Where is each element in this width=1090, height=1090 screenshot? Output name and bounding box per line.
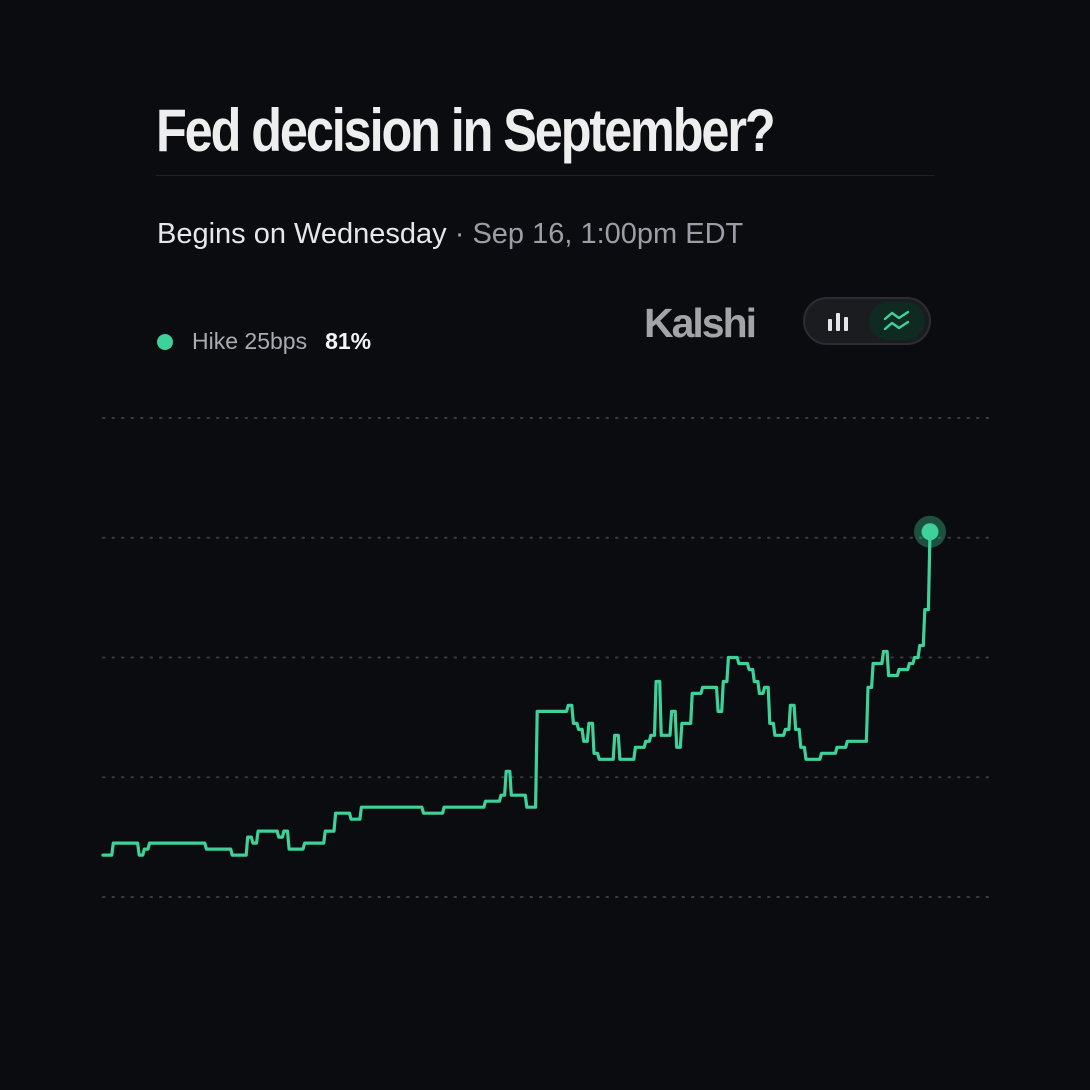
series-color-dot: [157, 333, 173, 350]
line-chart-button[interactable]: [869, 302, 925, 340]
current-value-marker: [921, 523, 939, 541]
chart-legend: Hike 25bps 81%: [157, 328, 371, 355]
event-datetime: Sep 16, 1:00pm EDT: [472, 218, 744, 250]
bar-chart-button[interactable]: [810, 302, 866, 340]
chart-gridlines: [102, 417, 989, 898]
chart-type-toggle[interactable]: [803, 297, 931, 345]
event-start-line: Begins on Wednesday · Sep 16, 1:00pm EDT: [157, 218, 743, 251]
legend-series-value: 81%: [325, 328, 372, 354]
line-chart-icon: [883, 310, 910, 331]
begins-label: Begins on Wednesday: [157, 218, 447, 250]
bar-chart-icon: [828, 313, 848, 331]
title-divider: [156, 175, 934, 176]
legend-series-name: Hike 25bps: [192, 328, 308, 354]
kalshi-logo: Kalshi: [644, 300, 757, 346]
page-title: Fed decision in September?: [156, 97, 776, 164]
series-line-hike-25bps: [101, 530, 932, 857]
subtitle-separator: ·: [446, 218, 473, 250]
